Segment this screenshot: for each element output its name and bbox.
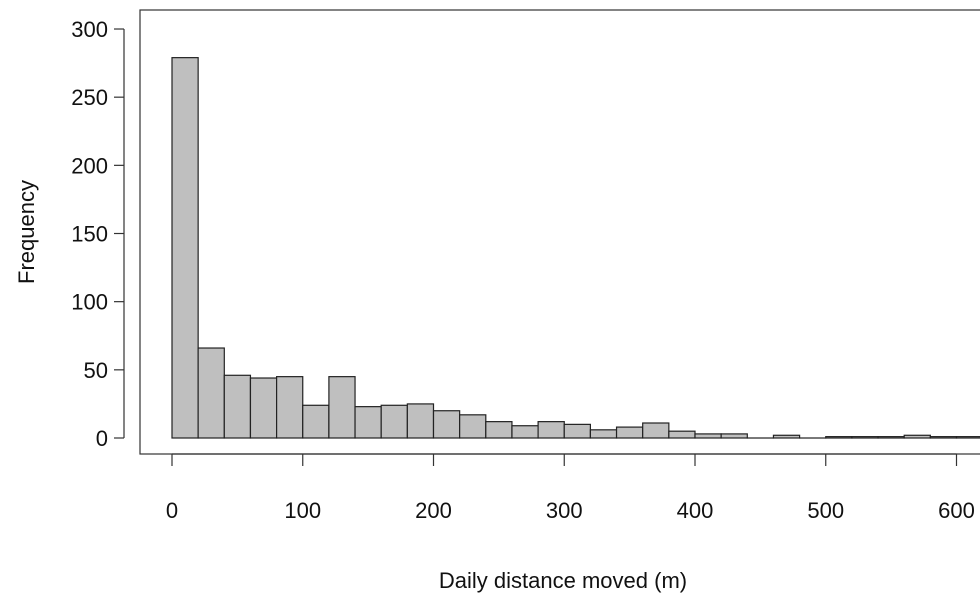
histogram-bar	[485, 421, 513, 439]
histogram-bar	[249, 377, 278, 439]
histogram-bar	[380, 404, 408, 439]
x-tick-label: 100	[284, 498, 321, 523]
x-tick-label: 500	[807, 498, 844, 523]
histogram-bar	[171, 57, 199, 439]
histogram-bar	[432, 410, 461, 439]
histogram-bar	[459, 414, 487, 439]
histogram-bar	[955, 436, 980, 439]
histogram-bar	[877, 436, 905, 439]
histogram-bar	[302, 404, 330, 439]
y-tick-label: 300	[71, 17, 108, 42]
y-axis-title: Frequency	[14, 180, 39, 284]
x-tick-label: 200	[415, 498, 452, 523]
histogram-bar	[615, 426, 644, 439]
y-tick-label: 200	[71, 153, 108, 178]
x-tick-label: 0	[166, 498, 178, 523]
histogram-bar	[354, 406, 382, 439]
x-axis-title: Daily distance moved (m)	[439, 568, 687, 593]
histogram-bar	[929, 436, 958, 439]
histogram-bar	[197, 347, 225, 439]
histogram-bar	[825, 436, 853, 439]
histogram-bar	[589, 429, 618, 439]
x-tick-label: 600	[938, 498, 975, 523]
histogram-bar	[537, 421, 565, 439]
y-tick-label: 250	[71, 85, 108, 110]
histogram-bar	[223, 374, 252, 439]
x-tick-label: 400	[677, 498, 714, 523]
histogram-bar	[563, 423, 591, 439]
histogram-bar	[851, 436, 879, 439]
x-axis: 0 100 200 300 400 500 600	[166, 453, 975, 523]
histogram-bar	[276, 376, 304, 439]
histogram-bar	[720, 433, 748, 439]
y-tick-label: 100	[71, 290, 108, 315]
histogram-bar	[406, 403, 435, 439]
histogram-bars	[171, 57, 980, 439]
histogram-bar	[668, 430, 696, 439]
y-axis: 0 50 100 150 200 250 300	[71, 17, 125, 451]
histogram-bar	[772, 434, 801, 439]
histogram-bar	[903, 434, 931, 439]
histogram-bar	[511, 425, 539, 439]
y-tick-label: 150	[71, 222, 108, 247]
x-tick-label: 300	[546, 498, 583, 523]
histogram-bar	[694, 433, 722, 439]
histogram-bar	[642, 422, 670, 439]
y-tick-label: 0	[96, 426, 108, 451]
histogram-bar	[328, 376, 356, 439]
y-tick-label: 50	[84, 358, 108, 383]
